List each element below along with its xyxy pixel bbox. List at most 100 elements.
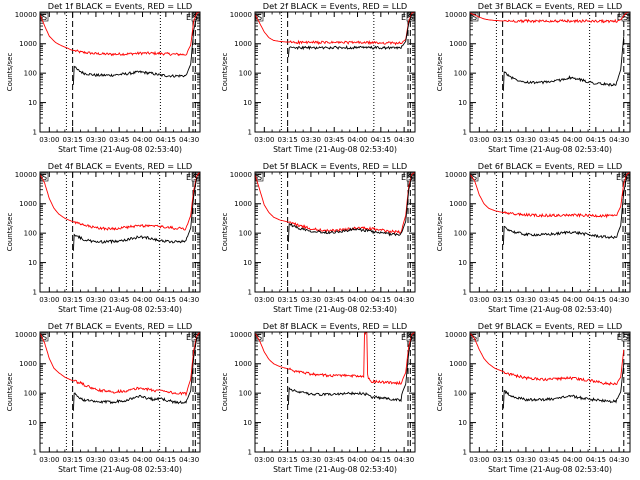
corner-label-start: S	[42, 173, 47, 182]
y-tick-label: 10000	[230, 11, 252, 19]
series-line-events	[287, 175, 413, 243]
x-tick-label: 04:15	[371, 296, 391, 304]
y-tick-label: 100	[24, 230, 37, 238]
y-tick-label: 1000	[449, 200, 467, 208]
x-tick-label: 03:00	[469, 456, 489, 464]
corner-label-restart: S	[623, 333, 628, 342]
y-tick-label: 10	[458, 419, 467, 427]
corner-label-restart: S	[193, 333, 198, 342]
corner-box-start	[40, 332, 49, 342]
x-tick-label: 03:45	[109, 456, 129, 464]
x-axis-label: Start Time (21-Aug-08 02:53:40)	[488, 305, 612, 314]
y-tick-label: 100	[24, 390, 37, 398]
chart-panel-5: Det 5f BLACK = Events, RED = LLD Counts/s…	[221, 161, 416, 314]
chart-title: Det 5f BLACK = Events, RED = LLD	[263, 161, 407, 171]
series-line-lld	[255, 12, 415, 46]
x-tick-label: 03:15	[278, 296, 298, 304]
x-tick-label: 03:45	[539, 136, 559, 144]
x-tick-label: 03:30	[516, 136, 536, 144]
y-tick-label: 1000	[234, 40, 252, 48]
corner-label-start: S	[472, 333, 477, 342]
y-tick-label: 10	[28, 259, 37, 267]
y-tick-label: 1000	[449, 40, 467, 48]
plot-frame	[39, 171, 201, 293]
x-tick-label: 04:30	[179, 296, 199, 304]
x-tick-label: 03:00	[254, 296, 274, 304]
y-tick-label: 100	[239, 390, 252, 398]
x-tick-label: 04:30	[179, 136, 199, 144]
plot-frame	[39, 331, 201, 453]
x-axis-label: Start Time (21-Aug-08 02:53:40)	[488, 465, 612, 474]
x-tick-label: 03:00	[469, 296, 489, 304]
x-tick-label: 03:15	[493, 456, 513, 464]
series-line-lld	[255, 332, 415, 386]
x-tick-label: 04:15	[586, 136, 606, 144]
corner-label-end: E	[401, 173, 406, 182]
chart-panel-8: Det 8f BLACK = Events, RED = LLD Counts/s…	[221, 321, 416, 474]
y-tick-label: 10000	[230, 331, 252, 339]
x-tick-label: 04:15	[586, 296, 606, 304]
x-tick-label: 03:45	[539, 296, 559, 304]
series-line-events	[502, 175, 628, 245]
chart-panel-1: Det 1f BLACK = Events, RED = LLD Counts/s…	[6, 1, 201, 154]
x-tick-label: 03:45	[539, 456, 559, 464]
x-tick-label: 04:30	[609, 296, 629, 304]
x-tick-label: 04:00	[562, 456, 582, 464]
series-line-lld	[40, 12, 200, 57]
chart-title: Det 3f BLACK = Events, RED = LLD	[478, 1, 622, 11]
x-tick-label: 04:30	[179, 456, 199, 464]
y-tick-label: 10000	[445, 171, 467, 179]
series-line-events	[287, 335, 413, 405]
corner-label-end: E	[186, 333, 191, 342]
x-tick-label: 03:15	[278, 456, 298, 464]
x-tick-label: 04:00	[562, 136, 582, 144]
y-axis-label: Counts/sec	[436, 213, 444, 252]
chart-title: Det 9f BLACK = Events, RED = LLD	[478, 321, 622, 331]
x-tick-label: 04:15	[156, 296, 176, 304]
series-line-events	[502, 363, 625, 409]
y-tick-label: 10000	[445, 11, 467, 19]
series-line-events	[502, 36, 625, 91]
x-tick-label: 04:00	[132, 136, 152, 144]
x-tick-label: 03:45	[324, 136, 344, 144]
x-tick-label: 04:00	[347, 456, 367, 464]
y-tick-label: 10000	[230, 171, 252, 179]
chart-panel-6: Det 6f BLACK = Events, RED = LLD Counts/s…	[436, 161, 631, 314]
x-axis-label: Start Time (21-Aug-08 02:53:40)	[488, 145, 612, 154]
y-tick-label: 1000	[19, 40, 37, 48]
chart-title: Det 8f BLACK = Events, RED = LLD	[263, 321, 407, 331]
corner-label-end: E	[617, 333, 622, 342]
y-tick-label: 1	[463, 449, 467, 457]
x-tick-label: 03:15	[493, 136, 513, 144]
series-line-lld	[40, 172, 200, 231]
x-tick-label: 04:00	[347, 136, 367, 144]
series-line-lld	[470, 332, 625, 386]
plot-frame	[469, 11, 631, 133]
corner-label-restart: S	[408, 173, 413, 182]
chart-title: Det 6f BLACK = Events, RED = LLD	[478, 161, 622, 171]
y-axis-label: Counts/sec	[6, 213, 14, 252]
y-tick-label: 1	[33, 289, 37, 297]
y-tick-label: 1000	[19, 360, 37, 368]
x-tick-label: 03:30	[516, 456, 536, 464]
x-tick-label: 03:00	[254, 136, 274, 144]
y-axis-label: Counts/sec	[221, 53, 229, 92]
x-tick-label: 04:15	[156, 136, 176, 144]
x-tick-label: 03:00	[39, 136, 59, 144]
plot-frame	[254, 331, 416, 453]
x-tick-label: 03:30	[301, 136, 321, 144]
y-tick-label: 10	[243, 419, 252, 427]
chart-title: Det 7f BLACK = Events, RED = LLD	[48, 321, 192, 331]
chart-panel-4: Det 4f BLACK = Events, RED = LLD Counts/s…	[6, 161, 201, 314]
x-tick-label: 03:15	[278, 136, 298, 144]
x-axis-label: Start Time (21-Aug-08 02:53:40)	[273, 305, 397, 314]
x-tick-label: 03:30	[86, 136, 106, 144]
y-axis-label: Counts/sec	[221, 213, 229, 252]
x-tick-label: 03:45	[324, 456, 344, 464]
y-tick-label: 1	[33, 129, 37, 137]
y-tick-label: 1	[248, 449, 252, 457]
y-tick-label: 1000	[234, 200, 252, 208]
x-tick-label: 04:15	[371, 456, 391, 464]
corner-label-end: E	[616, 173, 621, 182]
